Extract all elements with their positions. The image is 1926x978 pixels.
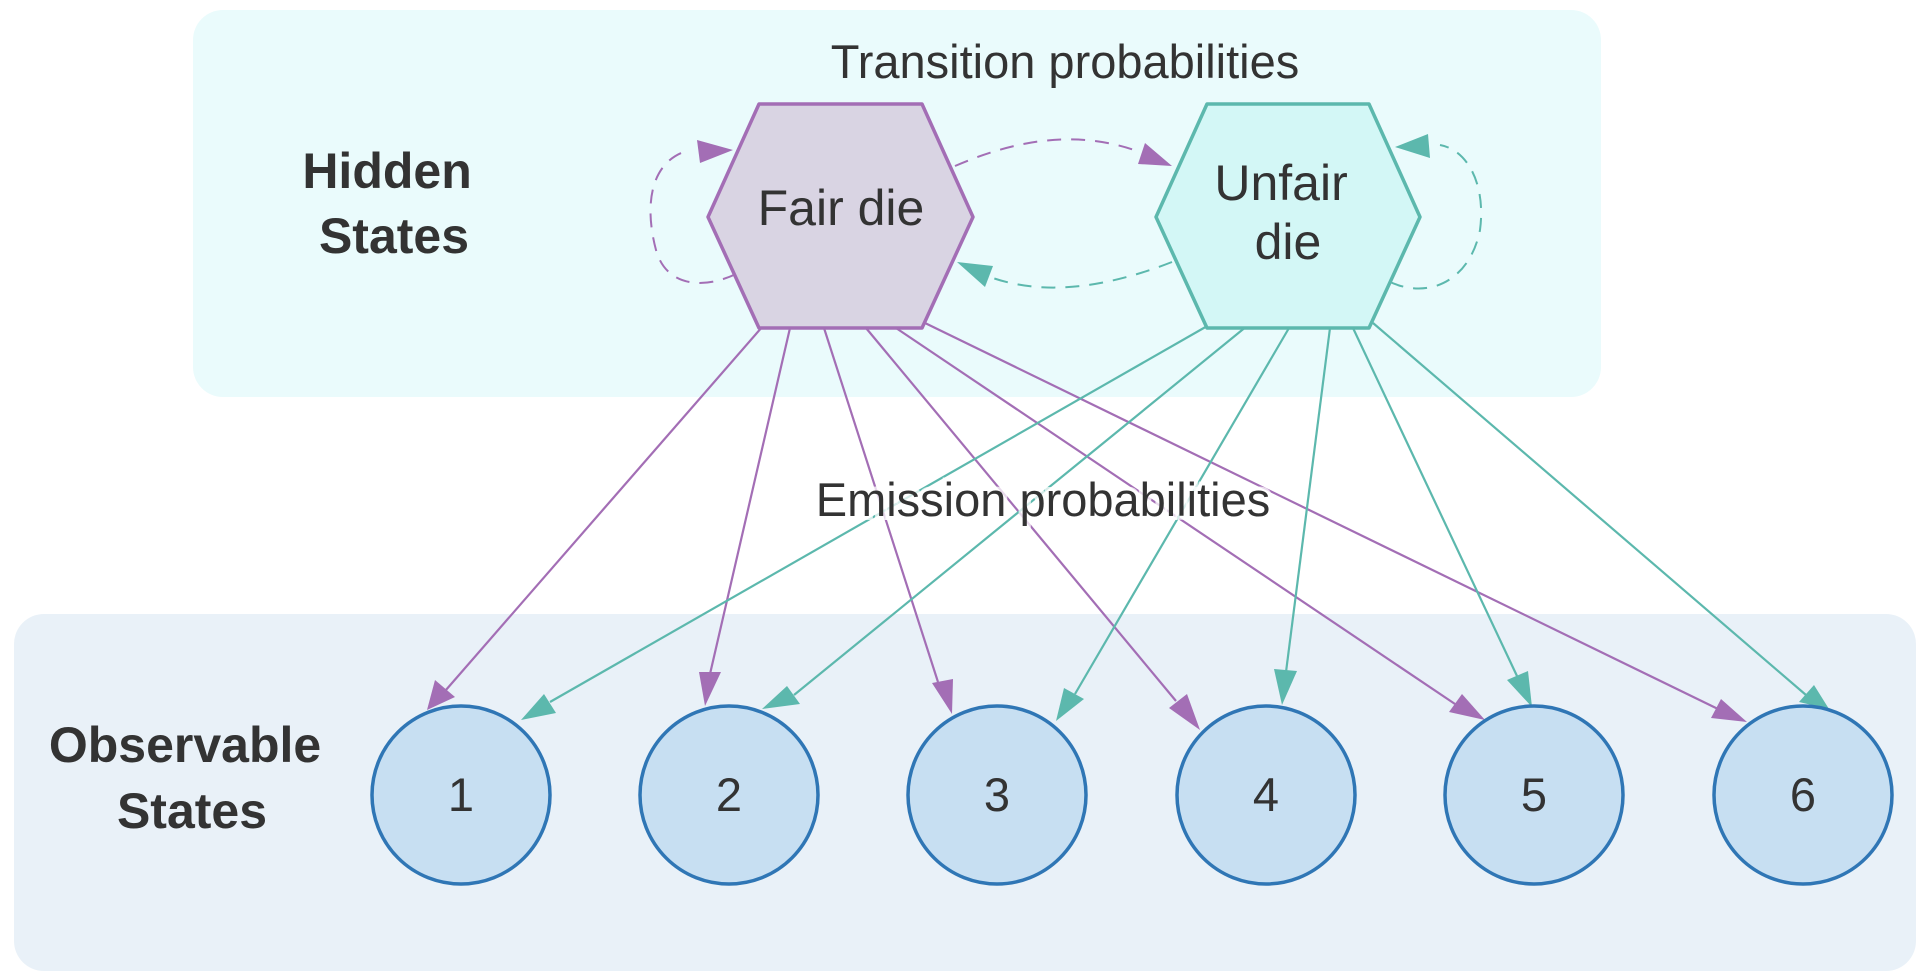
fair-die-hexagon: [706, 102, 975, 330]
observation-label: 5: [1521, 768, 1547, 821]
transition-fair-to-unfair: [954, 138, 1141, 167]
arrowhead-fair-3: [932, 679, 953, 714]
arrowhead-unfair-5: [1507, 671, 1532, 707]
arrowhead-unfair-4: [1274, 669, 1297, 705]
unfair-die-hexagon: [1154, 102, 1422, 330]
arrowhead-unfair-2: [762, 686, 800, 709]
observation-circle: [1712, 704, 1894, 886]
unfair-die-label: Unfair die: [1214, 155, 1361, 270]
observable-states-label: Observable States: [49, 717, 335, 839]
arrowhead-fair-4: [1169, 694, 1200, 730]
observation-label: 6: [1790, 768, 1816, 821]
emission-arrow-fair-4: [865, 327, 1177, 702]
arrowhead-fair-self-loop: [697, 140, 733, 163]
arrowhead-unfair-6: [1799, 685, 1829, 709]
observation-label: 1: [448, 768, 474, 821]
observable-state-1: 1: [370, 704, 552, 886]
arrowhead-unfair-to-fair: [957, 262, 993, 287]
transition-unfair-self-loop: [1389, 144, 1483, 290]
emission-arrow-unfair-3: [1074, 327, 1290, 695]
emission-arrow-fair-5: [895, 327, 1456, 705]
observable-state-2: 2: [638, 704, 820, 886]
observation-circle: [638, 704, 820, 886]
emission-arrows: [427, 322, 1829, 730]
arrowhead-fair-to-unfair: [1138, 143, 1172, 166]
emission-arrow-unfair-2: [793, 325, 1248, 696]
arrowhead-fair-6: [1711, 699, 1747, 722]
observable-state-5: 5: [1443, 704, 1625, 886]
observation-circle: [906, 704, 1088, 886]
arrowhead-fair-5: [1449, 694, 1485, 720]
arrowhead-unfair-1: [521, 694, 556, 720]
hidden-states-label: Hidden States: [302, 143, 485, 264]
emission-arrow-unfair-4: [1284, 327, 1332, 673]
observable-state-4: 4: [1175, 704, 1357, 886]
observable-state-3: 3: [906, 704, 1088, 886]
transition-unfair-to-fair: [989, 261, 1173, 289]
observation-circle: [370, 704, 552, 886]
emission-arrow-unfair-6: [1372, 322, 1807, 696]
fair-die-label: Fair die: [758, 180, 925, 236]
emission-probabilities-caption: Emission probabilities: [816, 473, 1271, 526]
emission-arrow-fair-2: [708, 327, 792, 675]
arrowhead-unfair-self-loop: [1395, 134, 1430, 158]
emission-arrow-unfair-1: [549, 324, 1210, 703]
observation-circle: [1443, 704, 1625, 886]
arrowhead-fair-2: [699, 672, 721, 706]
transition-fair-self-loop: [649, 149, 737, 284]
hidden-state-fair-die: Fair die: [706, 102, 975, 330]
observation-label: 3: [984, 768, 1010, 821]
hidden-state-unfair-die: Unfair die: [1154, 102, 1422, 330]
emission-arrow-fair-1: [431, 325, 764, 707]
arrowhead-unfair-3: [1056, 688, 1084, 721]
emission-arrow-fair-3: [822, 327, 940, 683]
observation-circle: [1175, 704, 1357, 886]
observation-label: 4: [1253, 768, 1279, 821]
emission-arrow-fair-6: [924, 322, 1719, 710]
arrowhead-fair-1: [427, 680, 455, 710]
transition-arrows: [649, 134, 1483, 290]
observation-label: 2: [716, 768, 742, 821]
observable-state-6: 6: [1712, 704, 1894, 886]
emission-arrow-unfair-5: [1352, 327, 1518, 677]
transition-probabilities-caption: Transition probabilities: [831, 35, 1300, 88]
